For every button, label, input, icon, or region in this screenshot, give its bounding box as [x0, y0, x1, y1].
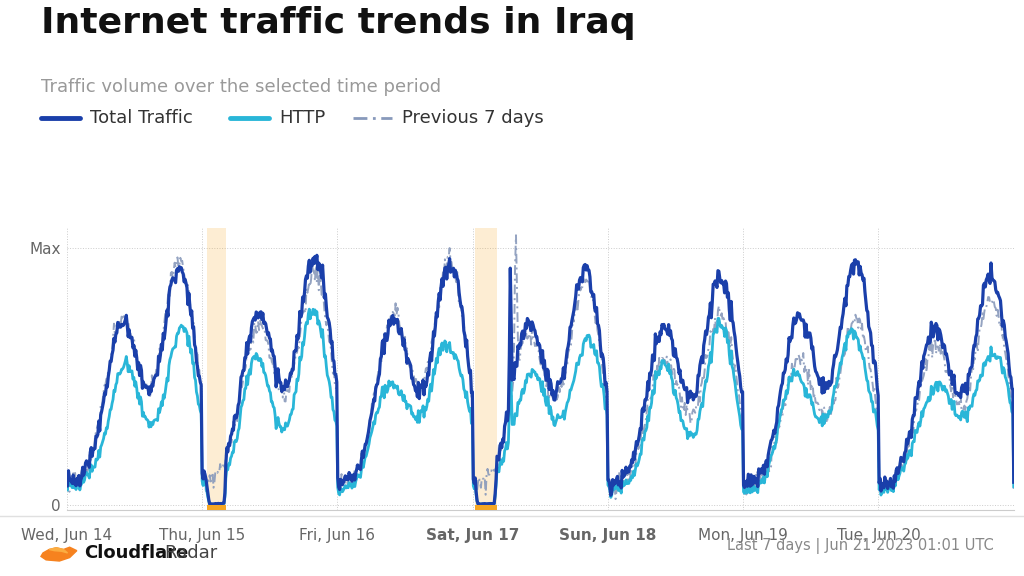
Text: Tue, Jun 20: Tue, Jun 20	[837, 528, 921, 543]
Text: Last 7 days | Jun 21 2023 01:01 UTC: Last 7 days | Jun 21 2023 01:01 UTC	[727, 538, 993, 554]
Text: Mon, Jun 19: Mon, Jun 19	[698, 528, 788, 543]
Bar	[207, 228, 226, 510]
Text: Sat, Jun 17: Sat, Jun 17	[426, 528, 519, 543]
Text: Traffic volume over the selected time period: Traffic volume over the selected time pe…	[41, 78, 441, 96]
Text: Sun, Jun 18: Sun, Jun 18	[559, 528, 656, 543]
Text: Cloudflare: Cloudflare	[84, 544, 188, 562]
Text: Thu, Jun 15: Thu, Jun 15	[159, 528, 245, 543]
Bar	[207, 505, 226, 510]
Bar	[475, 228, 497, 510]
Text: Internet traffic trends in Iraq: Internet traffic trends in Iraq	[41, 6, 636, 40]
Text: Radar: Radar	[164, 544, 217, 562]
Text: Fri, Jun 16: Fri, Jun 16	[299, 528, 375, 543]
Text: Wed, Jun 14: Wed, Jun 14	[22, 528, 112, 543]
Text: Previous 7 days: Previous 7 days	[402, 109, 544, 127]
Text: HTTP: HTTP	[280, 109, 326, 127]
Text: Total Traffic: Total Traffic	[90, 109, 193, 127]
Bar	[475, 505, 497, 510]
